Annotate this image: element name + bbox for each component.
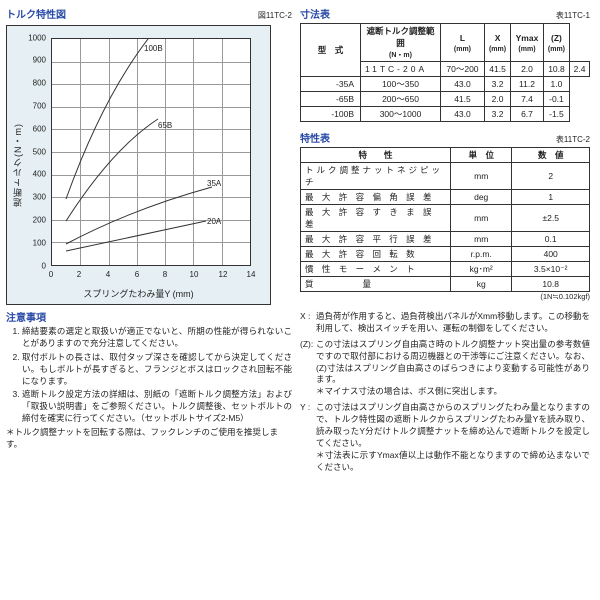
curve-label-20a: 20A <box>207 217 221 226</box>
torque-chart: 遮断トルク(N・m) 100B 65B 35A 20A 0 100 200 30… <box>6 25 271 305</box>
curve-label-100b: 100B <box>144 44 163 53</box>
table-row: 最 大 許 容 平 行 誤 差mm0.1 <box>301 232 590 247</box>
table-row: 慣 性 モ ー メ ン トkg･m²3.5×10⁻² <box>301 262 590 277</box>
table-row: 質 量kg10.8 <box>301 277 590 292</box>
right-notes: X :過負荷が作用すると、過負荷検出パネルがXmm移動します。この移動を利用して… <box>300 311 590 474</box>
curve-label-65b: 65B <box>158 121 172 130</box>
spec-title: 特性表 <box>300 130 330 145</box>
notes-title: 注意事項 <box>6 309 292 324</box>
curve-label-35a: 35A <box>207 179 221 188</box>
table-row: 最 大 許 容 偏 角 誤 差deg1 <box>301 190 590 205</box>
chart-fig-label: 図11TC-2 <box>258 10 292 21</box>
table-row: トルク調整ナットネジピッチmm2 <box>301 163 590 190</box>
note-item: 取付ボルトの長さは、取付タップ深さを確認してから決定してください。もしボルトが長… <box>22 352 292 388</box>
table-row: 最 大 許 容 回 転 数r.p.m.400 <box>301 247 590 262</box>
table-row: -65B200～65041.52.07.4-0.1 <box>301 92 590 107</box>
note-post: ＊トルク調整ナットを回転する際は、フックレンチのご使用を推奨します。 <box>6 427 292 451</box>
chart-curves <box>52 39 252 267</box>
table-row: -100B300～100043.03.26.7-1.5 <box>301 107 590 122</box>
spec-label: 表11TC-2 <box>556 134 590 145</box>
dim-label: 表11TC-1 <box>556 10 590 21</box>
note-item: 遮断トルク設定方法の詳細は、別紙の「遮断トルク調整方法」および「取扱い説明書」を… <box>22 389 292 425</box>
dim-title: 寸法表 <box>300 6 330 21</box>
spec-table: 特 性単 位数 値 トルク調整ナットネジピッチmm2 最 大 許 容 偏 角 誤… <box>300 147 590 292</box>
chart-plot: 100B 65B 35A 20A <box>51 38 251 266</box>
notes-list: 締結要素の選定と取扱いが適正でないと、所期の性能が得られないことがありますので充… <box>6 326 292 451</box>
chart-title: トルク特性図 <box>6 6 66 21</box>
note-item: 締結要素の選定と取扱いが適正でないと、所期の性能が得られないことがありますので充… <box>22 326 292 350</box>
spec-footnote: (1N≒0.102kgf) <box>300 292 590 301</box>
table-row: 最 大 許 容 す き ま 誤 差mm±2.5 <box>301 205 590 232</box>
chart-xlabel: スプリングたわみ量Y (mm) <box>7 287 270 300</box>
table-row: -35A100～35043.03.211.21.0 <box>301 77 590 92</box>
dimension-table: 型 式 遮断トルク調整範囲(N・m) L(mm) X(mm) Ymax(mm) … <box>300 23 590 122</box>
